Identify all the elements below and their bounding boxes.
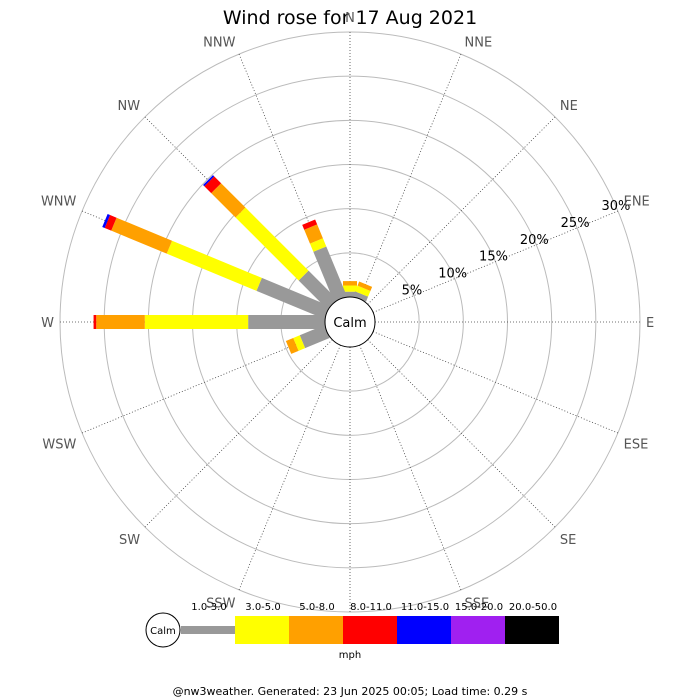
calm-label: Calm (333, 316, 366, 331)
spoke-se (367, 339, 556, 528)
legend-label: 20.0-50.0 (509, 602, 557, 613)
legend-unit: mph (339, 650, 361, 661)
spoke-nnw (238, 53, 341, 300)
spoke-sw (144, 339, 333, 528)
wind-bars (93, 175, 373, 354)
ring-labels: 5% 10% 15% 20% 25% 30% (402, 199, 631, 299)
legend-calm-label: Calm (150, 626, 176, 637)
bar-nne-1.0-3.0 (353, 291, 369, 302)
legend-label: 1.0-3.0 (191, 602, 226, 613)
bar-nnw-8.0-11.0 (302, 219, 318, 230)
bar-wnw-5.0-8.0 (111, 217, 173, 254)
bar-wnw-3.0-5.0 (166, 240, 262, 291)
ring-label: 25% (561, 216, 590, 231)
legend-swatch-3.0-5.0 (235, 616, 289, 644)
spoke-sse (359, 344, 462, 591)
bar-wsw-1.0-3.0 (299, 325, 330, 349)
dir-label-wsw: WSW (42, 438, 76, 453)
ring-label: 15% (479, 250, 508, 265)
dir-label-ese: ESE (624, 438, 649, 453)
legend-swatch-1.0-3.0 (181, 626, 235, 634)
spoke-nne (359, 53, 462, 300)
bar-nw-1.0-3.0 (298, 270, 338, 310)
spoke-ese (372, 331, 619, 434)
dir-label-w: W (41, 316, 54, 331)
legend-label: 3.0-5.0 (245, 602, 280, 613)
legend-label: 8.0-11.0 (350, 602, 392, 613)
chart-title: Wind rose for 17 Aug 2021 (223, 7, 477, 29)
legend-swatch-20.0-50.0 (505, 616, 559, 644)
ring-label: 5% (402, 284, 423, 299)
legend-calm-circle (145, 612, 181, 648)
spoke-ssw (238, 344, 341, 591)
bar-wnw-1.0-3.0 (256, 277, 330, 319)
bar-wnw-11.0-15.0 (102, 214, 111, 228)
bar-wsw-5.0-8.0 (285, 337, 299, 354)
bar-nnw-3.0-5.0 (309, 238, 327, 252)
legend-swatch-11.0-15.0 (397, 616, 451, 644)
bar-nnw-5.0-8.0 (304, 224, 323, 244)
bar-nw-5.0-8.0 (211, 183, 246, 218)
dir-label-sse: SSE (465, 597, 490, 612)
dir-label-ene: ENE (624, 194, 650, 209)
legend-swatch-5.0-8.0 (289, 616, 343, 644)
dir-label-n: N (345, 11, 355, 26)
spoke-wsw (81, 331, 328, 434)
legend-swatch-15.0-20.0 (451, 616, 505, 644)
dir-label-nnw: NNW (203, 35, 235, 50)
dir-label-se: SE (560, 533, 576, 548)
dir-label-ne: NE (560, 99, 578, 114)
dir-label-ssw: SSW (206, 597, 236, 612)
legend-label: 11.0-15.0 (401, 602, 449, 613)
bar-wnw-8.0-11.0 (104, 215, 117, 231)
legend: Calm 1.0-3.0 3.0-5.0 5.0-8.0 8.0-11.0 11.0-15… (145, 602, 559, 661)
legend-label: 5.0-8.0 (299, 602, 334, 613)
bar-nne-5.0-8.0 (357, 281, 373, 291)
dir-label-nw: NW (118, 99, 141, 114)
footer: @nw3weather. Generated: 23 Jun 2025 00:0… (173, 685, 528, 698)
calm-circle: Calm (324, 296, 376, 348)
legend-label: 15.0-20.0 (455, 602, 503, 613)
bar-nnw-1.0-3.0 (313, 246, 347, 302)
dir-label-wnw: WNW (41, 194, 77, 209)
bar-nne-3.0-5.0 (355, 285, 371, 297)
bar-nw-3.0-5.0 (235, 207, 309, 281)
spoke-ne (367, 116, 556, 305)
ring-label: 10% (438, 267, 467, 282)
dir-label-sw: SW (119, 533, 140, 548)
bar-wsw-3.0-5.0 (293, 335, 306, 351)
bar-nw-8.0-11.0 (204, 176, 222, 194)
ring-label: 20% (520, 233, 549, 248)
dir-label-e: E (646, 316, 654, 331)
direction-labels: NNNENEENEEESESESSESSSWSWWSWWWNWNWNNW (41, 11, 654, 636)
legend-swatch-8.0-11.0 (343, 616, 397, 644)
bar-nw-11.0-15.0 (203, 175, 215, 187)
ring-label: 30% (601, 199, 630, 214)
spoke-ene (372, 210, 619, 313)
dir-label-nne: NNE (465, 35, 493, 50)
